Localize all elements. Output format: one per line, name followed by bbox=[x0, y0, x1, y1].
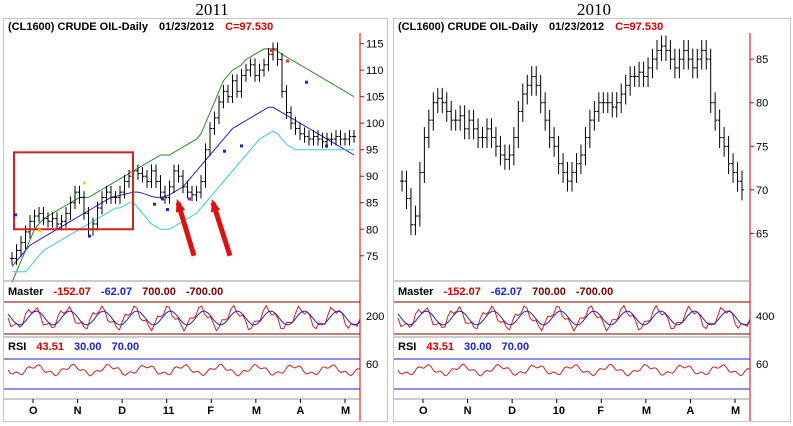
symbol-label: (CL1600) CRUDE OIL-Daily bbox=[398, 21, 538, 33]
master-red-line bbox=[7, 304, 361, 333]
master-axis-label: 200 bbox=[366, 311, 384, 323]
x-tick-label: O bbox=[29, 405, 38, 417]
x-tick-label: A bbox=[296, 405, 304, 417]
y-tick-label: 115 bbox=[366, 39, 384, 51]
symbol-label: (CL1600) CRUDE OIL-Daily bbox=[8, 21, 148, 33]
x-tick-label: D bbox=[118, 405, 126, 417]
x-tick-label: M bbox=[341, 405, 350, 417]
price-chart-2011: 75 80 85 90 95 100 105 110 115 200 60 O N D 11 F M A M bbox=[4, 33, 384, 421]
rsi-axis-label: 60 bbox=[756, 359, 768, 371]
master-label: Master -152.07 -62.07 700.00 -700.00 bbox=[8, 286, 224, 298]
signal-marker bbox=[240, 144, 243, 148]
master-blue-line bbox=[7, 310, 361, 326]
x-tick-label: 11 bbox=[163, 405, 175, 417]
rsi-value-2: 30.00 bbox=[464, 341, 492, 353]
rsi-value-3: 70.00 bbox=[111, 341, 140, 353]
master-red-line bbox=[397, 304, 751, 333]
signal-marker bbox=[38, 229, 41, 233]
signal-marker bbox=[14, 213, 17, 217]
x-tick-label: 10 bbox=[553, 405, 565, 417]
red-arrow-head bbox=[175, 198, 186, 213]
rsi-line bbox=[7, 363, 361, 377]
signal-marker bbox=[88, 234, 91, 238]
master-blue-line bbox=[397, 310, 751, 326]
rsi-label: RSI 43.51 30.00 70.00 bbox=[8, 341, 140, 353]
signal-marker bbox=[166, 208, 169, 212]
y-tick-label: 85 bbox=[756, 54, 768, 66]
y-tick-label: 80 bbox=[366, 224, 378, 236]
close-label: C=97.530 bbox=[225, 21, 274, 33]
price-chart-2010: 65 70 75 80 85 400 60 O N D 10 F M A M bbox=[394, 33, 774, 421]
chart-title-2010: 2010 bbox=[577, 0, 611, 19]
x-tick-label: N bbox=[464, 405, 472, 417]
x-tick-label: N bbox=[74, 405, 82, 417]
x-tick-label: D bbox=[508, 405, 516, 417]
master-value-4: -700.00 bbox=[575, 286, 614, 298]
red-arrow bbox=[175, 202, 197, 257]
rsi-label: RSI 43.51 30.00 70.00 bbox=[398, 341, 530, 353]
signal-marker bbox=[305, 80, 308, 84]
rsi-value-2: 30.00 bbox=[74, 341, 102, 353]
master-value-2: -62.07 bbox=[490, 286, 523, 298]
y-tick-label: 85 bbox=[366, 198, 378, 210]
rsi-axis-label: 60 bbox=[366, 359, 378, 371]
y-tick-label: 90 bbox=[366, 171, 378, 183]
master-value-3: 700.00 bbox=[532, 286, 566, 298]
master-value-2: -62.07 bbox=[100, 286, 133, 298]
master-label: Master -152.07 -62.07 700.00 -700.00 bbox=[398, 286, 614, 298]
x-tick-label: O bbox=[419, 405, 428, 417]
signal-marker bbox=[270, 48, 273, 52]
y-tick-label: 80 bbox=[756, 98, 768, 110]
red-arrow bbox=[210, 201, 233, 257]
chart-panel-2011: (CL1600) CRUDE OIL-Daily 01/23/2012 C=97… bbox=[3, 18, 388, 422]
y-tick-label: 75 bbox=[756, 141, 768, 153]
y-tick-label: 75 bbox=[366, 251, 378, 263]
red-arrow-head bbox=[211, 198, 221, 213]
chart-header: (CL1600) CRUDE OIL-Daily 01/23/2012 C=97… bbox=[8, 21, 273, 33]
signal-marker bbox=[286, 59, 289, 63]
y-tick-label: 100 bbox=[366, 118, 384, 130]
master-axis-label: 400 bbox=[756, 311, 774, 323]
date-label: 01/23/2012 bbox=[549, 21, 605, 33]
y-tick-label: 95 bbox=[366, 145, 378, 157]
y-tick-label: 110 bbox=[366, 65, 384, 77]
master-value-1: -152.07 bbox=[53, 286, 91, 298]
signal-marker bbox=[153, 202, 156, 206]
signal-marker bbox=[161, 197, 164, 201]
signal-marker bbox=[188, 197, 191, 201]
rsi-value-1: 43.51 bbox=[426, 341, 454, 353]
signal-marker bbox=[83, 181, 86, 185]
chart-title-2011: 2011 bbox=[195, 0, 229, 19]
rsi-line bbox=[397, 363, 751, 377]
close-label: C=97.530 bbox=[615, 21, 664, 33]
highlight-box bbox=[13, 151, 134, 231]
x-tick-label: M bbox=[731, 405, 740, 417]
signal-marker bbox=[325, 144, 328, 148]
y-tick-label: 65 bbox=[756, 228, 768, 240]
rsi-value-3: 70.00 bbox=[501, 341, 530, 353]
master-value-4: -700.00 bbox=[185, 286, 224, 298]
y-tick-label: 70 bbox=[756, 185, 768, 197]
y-tick-label: 105 bbox=[366, 92, 384, 104]
rsi-value-1: 43.51 bbox=[36, 341, 64, 353]
master-value-1: -152.07 bbox=[443, 286, 481, 298]
master-value-3: 700.00 bbox=[142, 286, 176, 298]
x-tick-label: M bbox=[642, 405, 651, 417]
chart-header: (CL1600) CRUDE OIL-Daily 01/23/2012 C=97… bbox=[398, 21, 663, 33]
x-tick-label: M bbox=[252, 405, 261, 417]
x-tick-label: F bbox=[207, 405, 214, 417]
chart-panel-2010: (CL1600) CRUDE OIL-Daily 01/23/2012 C=97… bbox=[393, 18, 791, 422]
signal-marker bbox=[223, 149, 226, 153]
date-label: 01/23/2012 bbox=[159, 21, 215, 33]
x-tick-label: A bbox=[686, 405, 694, 417]
overlay-line bbox=[11, 48, 355, 283]
x-tick-label: F bbox=[597, 405, 604, 417]
